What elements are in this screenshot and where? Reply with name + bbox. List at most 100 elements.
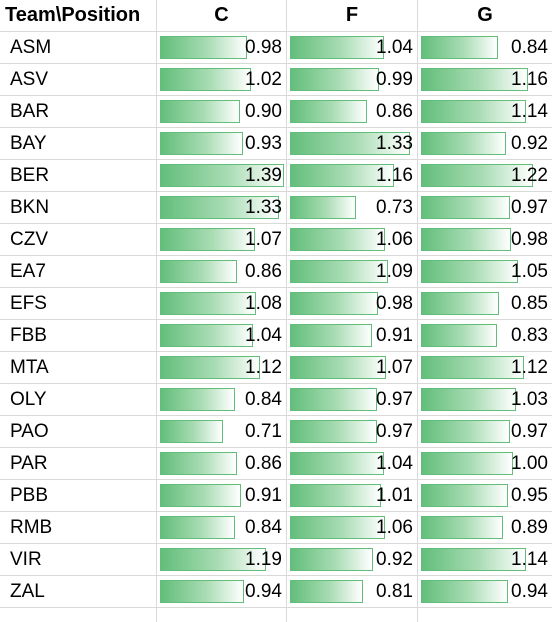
value-cell-g[interactable]: 0.98 [418,224,552,256]
value-cell-c[interactable]: 0.86 [157,256,287,288]
team-cell[interactable]: ZAL [0,576,157,608]
value-cell-g[interactable]: 0.85 [418,288,552,320]
value-cell-c[interactable]: 0.98 [157,32,287,64]
value-cell-g[interactable]: 1.03 [418,384,552,416]
value-cell-g[interactable]: 1.00 [418,448,552,480]
team-cell[interactable]: FBB [0,320,157,352]
value-cell-c[interactable]: 1.07 [157,224,287,256]
team-cell[interactable]: PBB [0,480,157,512]
team-cell[interactable]: RMB [0,512,157,544]
team-cell[interactable]: CZV [0,224,157,256]
value-cell-c[interactable]: 1.39 [157,160,287,192]
cell-value: 1.03 [511,389,548,410]
data-bar [290,356,386,379]
team-cell[interactable]: OLY [0,384,157,416]
value-cell-f[interactable]: 0.92 [287,544,418,576]
value-cell-f[interactable]: 1.16 [287,160,418,192]
value-cell-g[interactable]: 0.83 [418,320,552,352]
value-cell-f[interactable]: 0.97 [287,416,418,448]
team-cell[interactable]: BKN [0,192,157,224]
data-bar [290,228,385,251]
value-cell-c[interactable]: 0.93 [157,128,287,160]
value-cell-g[interactable]: 1.14 [418,96,552,128]
value-cell-c[interactable]: 1.19 [157,544,287,576]
value-cell-g[interactable]: 1.14 [418,544,552,576]
cell-value: 1.33 [376,133,413,154]
table-row: ZAL 0.94 0.81 0.94 [0,576,552,608]
cell-value: 0.98 [376,293,413,314]
value-cell-g[interactable]: 0.95 [418,480,552,512]
header-f-cell[interactable]: F [287,0,418,32]
value-cell-g[interactable]: 0.94 [418,576,552,608]
value-cell-g[interactable]: 1.12 [418,352,552,384]
value-cell-f[interactable]: 1.33 [287,128,418,160]
empty-cell[interactable] [287,608,418,622]
value-cell-g[interactable]: 0.97 [418,192,552,224]
value-cell-g[interactable]: 1.22 [418,160,552,192]
value-cell-c[interactable]: 0.86 [157,448,287,480]
value-cell-f[interactable]: 0.98 [287,288,418,320]
data-bar [290,516,385,539]
value-cell-c[interactable]: 1.02 [157,64,287,96]
value-cell-c[interactable]: 0.91 [157,480,287,512]
cell-value: 0.97 [511,421,548,442]
team-cell[interactable]: PAO [0,416,157,448]
team-cell[interactable]: EFS [0,288,157,320]
cell-value: 1.04 [245,325,282,346]
value-cell-c[interactable]: 0.90 [157,96,287,128]
value-cell-c[interactable]: 0.94 [157,576,287,608]
value-cell-f[interactable]: 0.99 [287,64,418,96]
value-cell-c[interactable]: 1.08 [157,288,287,320]
team-cell[interactable]: VIR [0,544,157,576]
data-bar [290,548,373,571]
team-cell[interactable]: BAY [0,128,157,160]
team-cell[interactable]: PAR [0,448,157,480]
value-cell-f[interactable]: 1.06 [287,512,418,544]
header-g-cell[interactable]: G [418,0,552,32]
value-cell-c[interactable]: 0.84 [157,512,287,544]
data-bar [421,516,503,539]
value-cell-f[interactable]: 1.07 [287,352,418,384]
empty-cell[interactable] [0,608,157,622]
value-cell-g[interactable]: 0.92 [418,128,552,160]
team-cell[interactable]: EA7 [0,256,157,288]
team-cell[interactable]: ASM [0,32,157,64]
value-cell-f[interactable]: 0.91 [287,320,418,352]
data-bar [290,196,356,219]
data-bar [421,260,518,283]
team-cell[interactable]: BAR [0,96,157,128]
value-cell-f[interactable]: 1.01 [287,480,418,512]
data-bar [290,580,363,603]
team-cell[interactable]: MTA [0,352,157,384]
team-cell[interactable]: BER [0,160,157,192]
data-bar [160,580,244,603]
data-bar [290,260,388,283]
empty-cell[interactable] [157,608,287,622]
header-team-cell[interactable]: Team\Position [0,0,157,32]
data-bar [290,68,379,91]
value-cell-c[interactable]: 1.33 [157,192,287,224]
value-cell-c[interactable]: 1.12 [157,352,287,384]
data-bar [421,196,510,219]
empty-cell[interactable] [418,608,552,622]
value-cell-f[interactable]: 1.04 [287,32,418,64]
cell-value: 0.93 [245,133,282,154]
value-cell-f[interactable]: 0.86 [287,96,418,128]
value-cell-g[interactable]: 0.97 [418,416,552,448]
value-cell-c[interactable]: 0.71 [157,416,287,448]
value-cell-f[interactable]: 1.04 [287,448,418,480]
value-cell-f[interactable]: 0.73 [287,192,418,224]
cell-value: 1.08 [245,293,282,314]
value-cell-f[interactable]: 1.06 [287,224,418,256]
team-cell[interactable]: ASV [0,64,157,96]
value-cell-g[interactable]: 0.84 [418,32,552,64]
value-cell-g[interactable]: 1.05 [418,256,552,288]
value-cell-f[interactable]: 0.81 [287,576,418,608]
value-cell-g[interactable]: 0.89 [418,512,552,544]
value-cell-c[interactable]: 1.04 [157,320,287,352]
value-cell-g[interactable]: 1.16 [418,64,552,96]
header-c-cell[interactable]: C [157,0,287,32]
value-cell-c[interactable]: 0.84 [157,384,287,416]
value-cell-f[interactable]: 1.09 [287,256,418,288]
value-cell-f[interactable]: 0.97 [287,384,418,416]
